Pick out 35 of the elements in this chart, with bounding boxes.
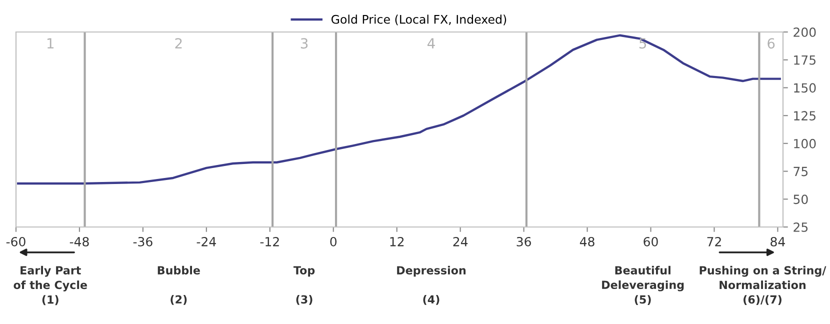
y-tick-label: 200	[794, 27, 816, 37]
x-tick-label: 48	[580, 236, 594, 246]
x-tick-label: 24	[453, 236, 468, 246]
x-tick-label: 36	[516, 236, 531, 246]
x-tick-label: -36	[133, 236, 152, 246]
text: Beautiful Deleveraging (5)	[602, 266, 684, 305]
text: Early Part of the Cycle (1)	[14, 266, 87, 306]
text: Depression (4)	[397, 266, 466, 305]
y-tick-label: 125	[794, 111, 816, 120]
x-tick-label: 72	[707, 236, 721, 246]
x-tick-label: 84	[770, 236, 785, 246]
y-tick-label: 175	[794, 55, 816, 65]
text: Top (3)	[293, 266, 315, 305]
x-tick-label: -48	[70, 236, 89, 246]
x-tick-label: -60	[6, 236, 26, 246]
annotation: 5	[639, 38, 646, 49]
y-tick-label: 25	[794, 222, 808, 232]
annotation: 2	[175, 38, 182, 48]
x-tick-label: 60	[644, 236, 658, 246]
y-tick-label: 100	[794, 138, 816, 148]
text: Pushing on a String/ Normalization (6)/(7)	[700, 266, 826, 305]
x-tick-label: -24	[196, 236, 216, 246]
text: Bubble (2)	[158, 266, 200, 305]
line-series	[17, 34, 781, 185]
y-tick-label: 75	[794, 166, 808, 176]
annotation: 6	[768, 38, 775, 49]
x-tick-label: 0	[330, 236, 337, 246]
annotation: 4	[428, 38, 435, 48]
x-tick-label: -12	[260, 236, 279, 246]
annotation: 1	[47, 38, 54, 48]
x-tick-label: 12	[390, 236, 404, 246]
y-tick-label: 150	[794, 83, 816, 93]
legend-label: Gold Price (Local FX, Indexed)	[331, 14, 506, 26]
y-tick-label: 50	[794, 194, 808, 204]
annotation: 3	[300, 38, 308, 49]
